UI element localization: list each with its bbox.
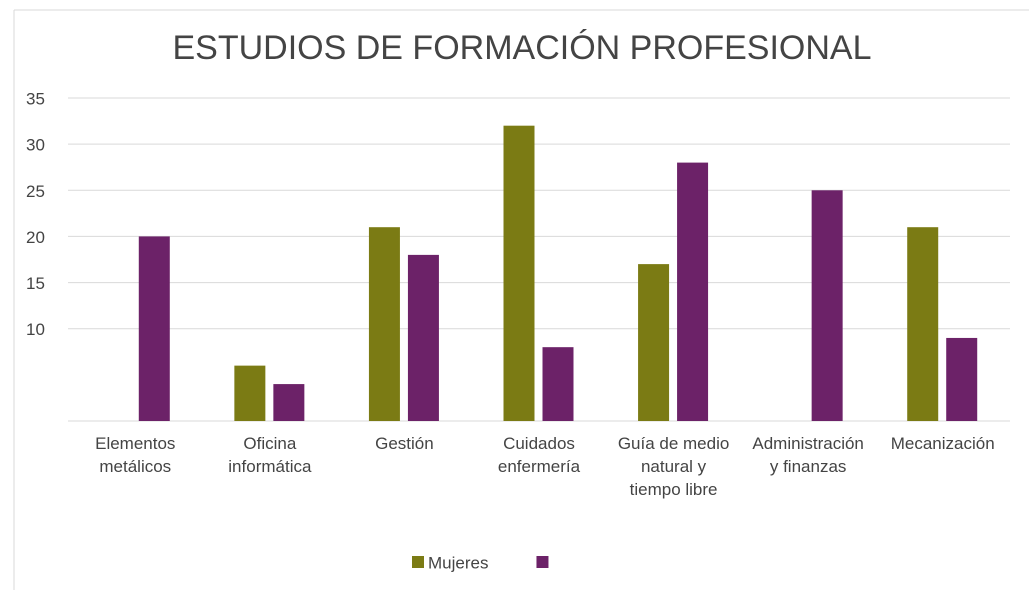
bar: [638, 264, 670, 421]
x-tick-line: Gestión: [375, 434, 434, 453]
x-tick-line: Cuidados: [503, 434, 575, 453]
x-tick-line: Guía de medio: [618, 434, 730, 453]
bar: [234, 365, 266, 421]
y-tick-label: 15: [26, 274, 45, 293]
x-tick-label: Oficina informática: [228, 434, 312, 476]
chart-title: ESTUDIOS DE FORMACIÓN PROFESIONAL: [173, 29, 872, 67]
bar: [811, 190, 843, 421]
legend-swatch: [412, 556, 424, 568]
bar: [273, 384, 305, 421]
bar: [407, 254, 439, 421]
bar: [368, 227, 400, 421]
x-tick-line: enfermería: [498, 457, 581, 476]
x-tick-line: Oficina: [243, 434, 296, 453]
x-tick-line: Administración: [752, 434, 864, 453]
x-tick-label: Gestión: [375, 434, 434, 453]
x-tick-label: Guía de medio natural y tiempo libre: [618, 434, 730, 499]
bar: [677, 162, 709, 421]
bar: [542, 347, 574, 421]
x-tick-line: y finanzas: [770, 457, 847, 476]
y-tick-label: 20: [26, 228, 45, 247]
y-tick-label: 10: [26, 320, 45, 339]
legend-label: Mujeres: [428, 553, 488, 572]
x-tick-label: Elementos metálicos: [95, 434, 175, 476]
y-tick-label: 35: [26, 89, 45, 108]
bar: [138, 236, 170, 421]
x-tick-line: Elementos: [95, 434, 175, 453]
y-tick-label: 30: [26, 136, 45, 155]
bar: [907, 227, 939, 421]
x-tick-line: Mecanización: [891, 434, 995, 453]
x-tick-line: informática: [228, 457, 312, 476]
x-tick-label: Mecanización: [891, 434, 995, 453]
x-tick-label: Cuidados enfermería: [498, 434, 581, 476]
x-tick-line: metálicos: [99, 457, 171, 476]
y-tick-label: 25: [26, 182, 45, 201]
x-tick-line: tiempo libre: [630, 480, 718, 499]
bar: [946, 337, 978, 421]
x-tick-line: natural y: [641, 457, 707, 476]
legend-swatch: [536, 556, 549, 568]
bar: [503, 125, 535, 421]
x-tick-label: Administración y finanzas: [752, 434, 864, 476]
